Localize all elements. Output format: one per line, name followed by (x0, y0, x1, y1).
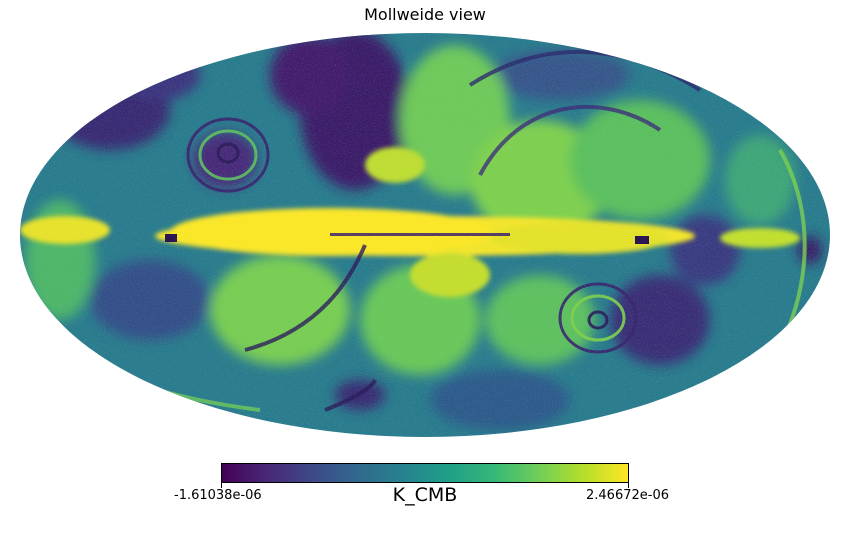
colorbar (221, 463, 629, 483)
colorbar-min-label: -1.61038e-06 (174, 488, 262, 503)
colorbar-tick-max (628, 483, 629, 488)
colorbar-max-label: 2.46672e-06 (586, 488, 669, 503)
colorbar-tick-min (221, 483, 222, 488)
colorbar-unit-label: K_CMB (392, 484, 458, 506)
plot-title: Mollweide view (364, 5, 486, 24)
